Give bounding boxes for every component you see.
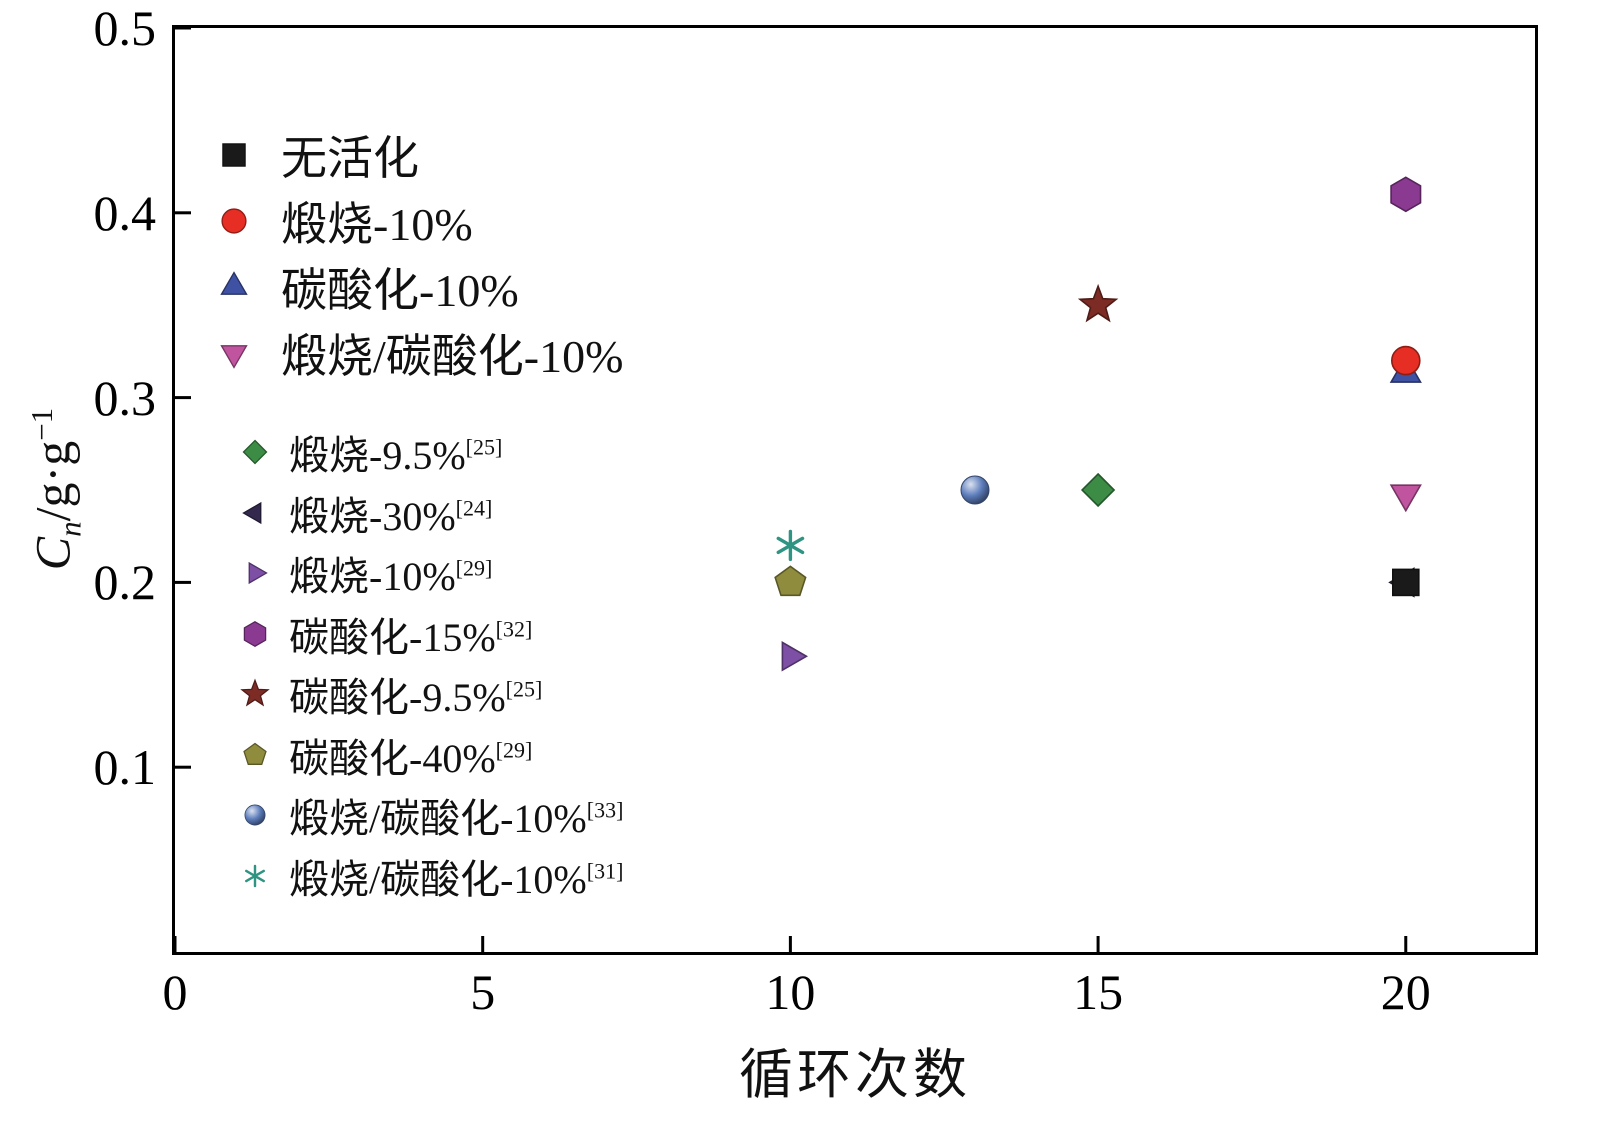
- legend-group-1: 无活化煅烧-10% 碳酸化-10% 煅烧/碳酸化-10%: [217, 122, 623, 386]
- legend-label: 无活化: [281, 133, 419, 184]
- legend-label: 煅烧/碳酸化-10%[31]: [289, 856, 624, 902]
- legend-item: 煅烧-10%: [217, 188, 623, 254]
- legend-item: 煅烧-9.5%[25]: [239, 422, 623, 483]
- y-axis-label: Cn/g·g−1: [24, 407, 88, 571]
- x-tick-label: 10: [765, 964, 816, 1020]
- triangle-down-marker-icon: [220, 345, 248, 369]
- legend-item: 煅烧-30%[24]: [239, 483, 623, 544]
- square-marker-icon: [222, 143, 246, 167]
- legend-item: 煅烧/碳酸化-10%[31]: [239, 846, 623, 907]
- legend-item: 碳酸化-15%[32]: [239, 604, 623, 665]
- legend-item: 碳酸化-9.5%[25]: [239, 664, 623, 725]
- legend-label: 碳酸化-15%[32]: [289, 614, 533, 660]
- y-tick-label: 0.1: [93, 739, 157, 796]
- legend-label: 碳酸化-10%: [281, 265, 519, 316]
- data-point-hexagon: [1390, 176, 1422, 213]
- triangle-up-marker-icon: [220, 271, 248, 295]
- legend-label: 碳酸化-9.5%[25]: [289, 675, 543, 721]
- x-tick-label: 5: [470, 964, 496, 1020]
- legend-item: 无活化: [217, 122, 623, 188]
- circle-marker-icon: [221, 208, 247, 234]
- hexagon-marker-icon: [243, 620, 267, 647]
- legend-label: 煅烧/碳酸化-10%[33]: [289, 796, 624, 842]
- data-point-square: [1392, 568, 1420, 597]
- x-tick-label: 0: [162, 964, 188, 1020]
- y-tick-label: 0.2: [93, 554, 157, 611]
- data-point-triangle-right: [781, 641, 808, 672]
- data-point-pentagon: [774, 565, 807, 597]
- plot-canvas: [175, 28, 1422, 952]
- legend-label: 煅烧/碳酸化-10%: [281, 331, 624, 382]
- data-point-circle: [1391, 345, 1421, 376]
- legend-label: 煅烧-10%: [281, 199, 473, 250]
- sphere-marker-icon: [244, 804, 266, 826]
- triangle-right-marker-icon: [248, 562, 268, 585]
- asterisk-marker-icon: [245, 864, 265, 888]
- legend-item: 煅烧-10%[29]: [239, 543, 623, 604]
- legend-item: 碳酸化-10%: [217, 254, 623, 320]
- diamond-marker-icon: [242, 439, 268, 465]
- legend-label: 煅烧-30%[24]: [289, 493, 493, 539]
- legend-label: 碳酸化-40%[29]: [289, 735, 533, 781]
- legend-label: 煅烧-10%[29]: [289, 554, 493, 600]
- data-point-diamond: [1080, 472, 1116, 508]
- legend-item: 煅烧/碳酸化-10%[33]: [239, 785, 623, 846]
- legend-item: 煅烧/碳酸化-10%: [217, 320, 623, 386]
- star-marker-icon: [240, 678, 270, 707]
- legend-group-2: 煅烧-9.5%[25] 煅烧-30%[24] 煅烧-10%[29] 碳酸化-15%[3…: [239, 422, 623, 906]
- data-point-asterisk: [776, 529, 805, 562]
- pentagon-marker-icon: [243, 742, 267, 765]
- data-point-triangle-down: [1389, 484, 1422, 513]
- legend-label: 煅烧-9.5%[25]: [289, 433, 503, 479]
- triangle-left-marker-icon: [242, 501, 262, 524]
- x-axis-label: 循环次数: [739, 1045, 971, 1105]
- legend-item: 碳酸化-40%[29]: [239, 725, 623, 786]
- data-point-star: [1077, 283, 1119, 323]
- data-point-sphere: [960, 475, 990, 505]
- x-tick-label: 15: [1073, 964, 1124, 1020]
- y-tick-label: 0.3: [93, 369, 157, 426]
- x-tick-label: 20: [1380, 964, 1431, 1020]
- y-tick-label: 0.5: [93, 0, 157, 56]
- y-tick-label: 0.4: [93, 184, 157, 241]
- plot-area: [172, 25, 1538, 955]
